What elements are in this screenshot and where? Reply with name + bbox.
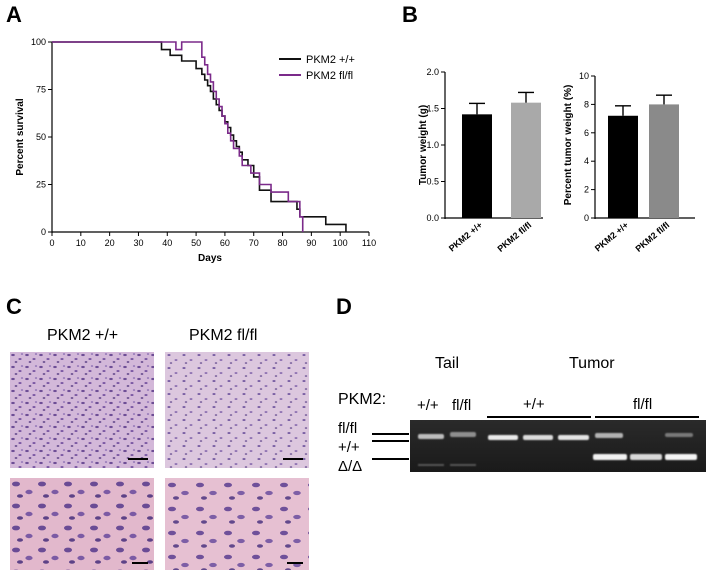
gel-band [523,435,553,440]
x-axis-label: Days [198,253,222,264]
gel-band [450,464,476,466]
tumor-weight-chart: Tumor weight (g) 0.0 0.5 1.0 1.5 2.0 PKM2 +/+… [418,67,543,254]
band-pointer-wt [372,440,409,442]
histology-label-wt: PKM2 +/+ [47,327,119,344]
gel-tail-header: Tail [435,355,460,372]
scale-bar [287,562,303,564]
band-pointer-flfl [372,433,409,435]
panel-label-b: B [402,2,418,27]
x-tick-label: 50 [191,238,201,248]
panel-label-c: C [6,294,22,319]
histology-image-ko-high [165,478,309,570]
x-tick-label: PKM2 fl/fl [495,220,533,254]
scale-bar [132,562,148,564]
y-tick-label: 75 [36,85,46,95]
band-pointer-delta [372,458,409,460]
bar-1 [649,104,679,218]
gel-band [595,433,623,438]
histology-label-ko: PKM2 fl/fl [189,327,258,344]
bar-0 [608,115,638,218]
gel-gene-label: PKM2: [338,391,387,408]
gel-image [410,420,706,472]
legend-label-ko: PKM2 fl/fl [306,70,353,82]
gel-band [418,464,444,466]
y-tick-label: 1.5 [426,104,439,114]
legend: PKM2 +/+ PKM2 fl/fl [279,54,355,82]
x-tick-label: 20 [105,238,115,248]
y-tick-label: 8 [584,99,589,109]
y-tick-label: 0.0 [426,213,439,223]
panel-label-d: D [336,294,352,319]
bar-0 [462,114,492,218]
gel-lane-label: fl/fl [452,397,472,414]
gel-band [450,432,476,437]
x-tick-label: 90 [306,238,316,248]
y-tick-label: 0 [584,213,589,223]
gel-band [593,454,627,460]
y-axis-label: Tumor weight (g) [418,105,429,185]
x-tick-label: 40 [162,238,172,248]
percent-tumor-weight-chart: Percent tumor weight (%) 0 2 4 6 8 10 PKM2 +/+… [563,71,695,254]
histology-image-wt-high [10,478,154,570]
y-tick-label: 4 [584,156,589,166]
y-axis-label: Percent survival [15,98,26,175]
scale-bar [128,458,148,460]
x-tick-label: PKM2 +/+ [593,220,630,254]
legend-label-wt: PKM2 +/+ [306,54,355,66]
x-tick-label: 0 [49,238,54,248]
gel-tumor-header: Tumor [569,355,615,372]
x-tick-label: 80 [278,238,288,248]
gel-band [630,454,662,460]
y-tick-label: 2.0 [426,67,439,77]
gel-band [488,435,518,440]
x-tick-label: PKM2 +/+ [447,220,484,254]
x-tick-label: 30 [133,238,143,248]
histology-image-ko-low [165,352,309,468]
survival-line-ko [52,41,304,232]
y-tick-label: 25 [36,180,46,190]
y-tick-label: 100 [31,37,46,47]
y-tick-label: 0.5 [426,177,439,187]
gel-lane-label: +/+ [417,397,439,414]
panel-label-a: A [6,2,22,27]
x-tick-label: PKM2 fl/fl [633,220,671,254]
band-label-delta: Δ/Δ [338,458,363,475]
band-label-wt: +/+ [338,439,360,456]
y-tick-label: 1.0 [426,140,439,150]
gel-band [665,454,697,460]
gel-group-label: fl/fl [633,396,653,413]
gel-band [665,433,693,437]
y-tick-label: 50 [36,132,46,142]
x-tick-label: 100 [333,238,348,248]
x-tick-label: 70 [249,238,259,248]
bar-1 [511,102,541,218]
x-tick-label: 10 [76,238,86,248]
scale-bar [283,458,303,460]
histology-image-wt-low [10,352,154,468]
survival-chart: Percent survival Days 0 10 20 30 40 50 60 70 80 9… [15,37,376,264]
x-tick-label: 60 [220,238,230,248]
group-bracket-wt [487,416,591,418]
y-tick-label: 0 [41,227,46,237]
survival-line-wt [52,41,347,232]
gel-group-label: +/+ [523,396,545,413]
y-tick-label: 10 [579,71,589,81]
gel-band [418,434,444,439]
group-bracket-ko [595,416,699,418]
y-tick-label: 6 [584,128,589,138]
gel-band [558,435,589,440]
y-tick-label: 2 [584,185,589,195]
band-label-flfl: fl/fl [338,420,358,437]
x-tick-label: 110 [362,238,376,248]
y-axis-label: Percent tumor weight (%) [563,85,574,206]
